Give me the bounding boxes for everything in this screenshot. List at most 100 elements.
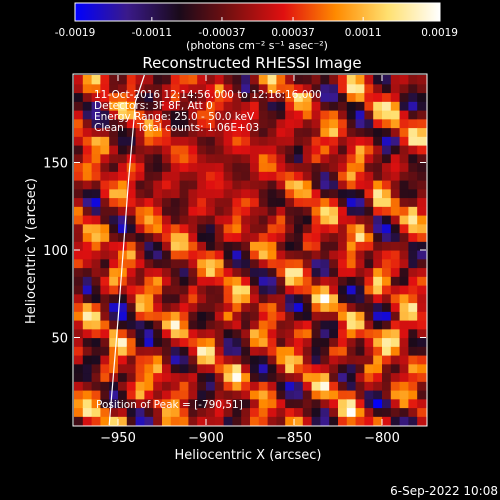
heatmap-cell [144,302,154,312]
heatmap-cell [417,75,427,85]
heatmap-cell [126,250,137,260]
heatmap-cell [179,355,189,365]
heatmap-cell [197,398,207,409]
heatmap-cell [232,390,242,400]
heatmap-cell [408,250,418,260]
heatmap-cell [373,381,383,391]
chart-title: Reconstructed RHESSI Image [142,54,361,72]
heatmap-cell [135,232,145,242]
heatmap-cell [294,101,304,111]
heatmap-cell [188,110,198,120]
heatmap-cell [153,381,163,391]
heatmap-cell [250,267,260,277]
heatmap-cell [74,127,84,137]
heatmap-cell [373,267,383,277]
heatmap-cell [373,188,383,199]
heatmap-cell [100,407,110,417]
heatmap-cell [188,346,198,356]
heatmap-cell [232,267,242,277]
heatmap-cell [329,223,339,234]
heatmap-cell [399,197,409,207]
heatmap-cell [91,83,101,94]
heatmap-cell [162,171,172,181]
heatmap-cell [285,328,295,339]
heatmap-cell [135,127,145,137]
heatmap-cell [329,293,339,304]
heatmap-cell [170,267,181,277]
heatmap-cell [417,355,427,365]
heatmap-cell [382,355,392,365]
heatmap-cell [118,153,128,164]
heatmap-cell [294,83,304,94]
heatmap-cell [390,346,401,356]
heatmap-cell [223,328,233,339]
heatmap-cell [382,232,392,242]
heatmap-cell [100,206,110,216]
heatmap-cell [109,232,119,242]
heatmap-cell [329,398,339,409]
heatmap-cell [311,416,321,426]
heatmap-cell [311,390,321,400]
heatmap-cell [241,136,251,146]
y-tick-label: 100 [43,244,68,259]
heatmap-cell [338,145,348,155]
heatmap-cell [276,407,286,417]
heatmap-cell [373,110,383,120]
heatmap-cell [311,180,321,190]
heatmap-cell [338,162,348,172]
heatmap-cell [170,101,181,111]
heatmap-cell [294,337,304,347]
heatmap-cell [206,75,216,85]
heatmap-cell [276,416,286,426]
heatmap-cell [232,372,242,382]
heatmap-cell [346,390,357,400]
heatmap-cell [214,355,225,365]
heatmap-cell [170,372,181,382]
heatmap-cell [197,372,207,382]
heatmap-cell [320,153,330,164]
heatmap-cell [74,241,84,251]
heatmap-cell [109,180,119,190]
heatmap-cell [179,232,189,242]
heatmap-cell [311,83,321,94]
heatmap-cell [346,258,357,269]
heatmap-cell [179,363,189,374]
heatmap-cell [329,232,339,242]
heatmap-cell [258,302,269,312]
heatmap-cell [91,416,101,426]
heatmap-cell [267,407,277,417]
heatmap-cell [82,145,93,155]
heatmap-cell [399,381,409,391]
heatmap-cell [390,83,401,94]
heatmap-cell [364,153,374,164]
heatmap-cell [320,267,330,277]
heatmap-cell [320,302,330,312]
heatmap-cell [258,83,269,94]
heatmap-cell [74,180,84,190]
heatmap-cell [91,180,101,190]
heatmap-cell [355,311,365,321]
heatmap-cell [373,302,383,312]
heatmap-cell [373,215,383,225]
heatmap-cell [214,363,225,374]
heatmap-cell [329,188,339,199]
heatmap-cell [382,118,392,129]
heatmap-cell [276,285,286,295]
heatmap-cell [338,250,348,260]
heatmap-cell [126,215,137,225]
heatmap-cell [267,110,277,120]
heatmap-cell [294,75,304,85]
heatmap-cell [258,398,269,409]
heatmap-cell [74,302,84,312]
heatmap-cell [373,320,383,330]
heatmap-cell [408,136,418,146]
annotation-detectors: Detectors: 3F 8F, Att 0 [94,100,213,112]
heatmap-cell [126,92,137,102]
heatmap-cell [250,311,260,321]
heatmap-cell [153,241,163,251]
heatmap-cell [355,328,365,339]
heatmap-cell [232,180,242,190]
heatmap-cell [276,258,286,269]
heatmap-cell [276,293,286,304]
heatmap-cell [399,162,409,172]
